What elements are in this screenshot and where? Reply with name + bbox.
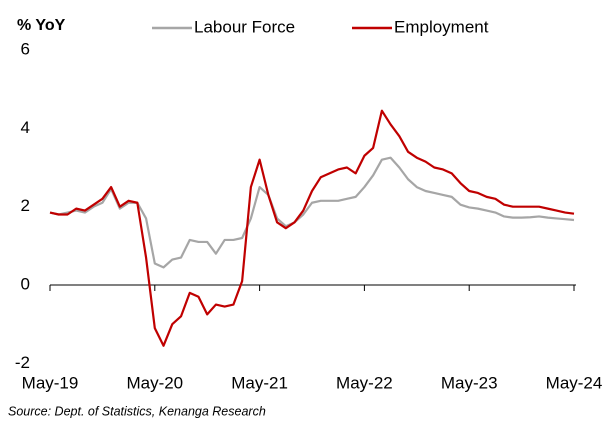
series-line <box>49 156 575 269</box>
x-tick-label: May-21 <box>231 373 288 392</box>
x-tick-label: May-20 <box>126 373 183 392</box>
x-tick-label: May-24 <box>546 373 603 392</box>
y-tick-label: 2 <box>21 196 30 215</box>
source-note: Source: Dept. of Statistics, Kenanga Res… <box>8 404 266 418</box>
x-tick-label: May-23 <box>441 373 498 392</box>
x-tick-label: May-22 <box>336 373 393 392</box>
legend-label: Employment <box>394 17 489 36</box>
y-tick-label: -2 <box>15 353 30 372</box>
legend-label: Labour Force <box>194 17 295 36</box>
series-line <box>49 109 575 347</box>
y-tick-label: 4 <box>21 118 30 137</box>
y-tick-label: 6 <box>21 39 30 58</box>
y-axis-label: % YoY <box>17 17 66 34</box>
x-tick-label: May-19 <box>22 373 79 392</box>
y-tick-label: 0 <box>21 274 30 293</box>
